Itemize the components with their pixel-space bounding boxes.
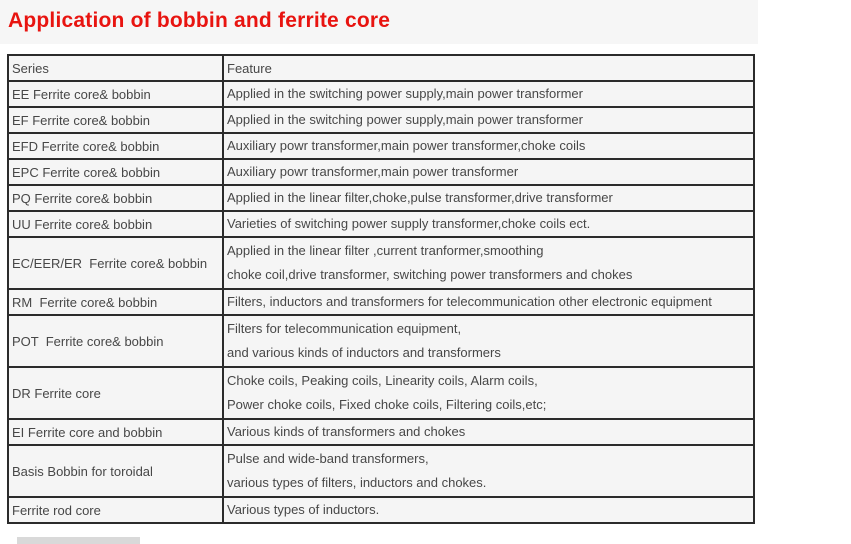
feature-line: and various kinds of inductors and trans… (227, 345, 501, 360)
feature-cell: Auxiliary powr transformer,main power tr… (222, 158, 755, 186)
series-cell: EF Ferrite core& bobbin (7, 106, 224, 134)
feature-line: Filters for telecommunication equipment, (227, 321, 462, 336)
series-cell: UU Ferrite core& bobbin (7, 210, 224, 238)
bottom-partial-element (17, 537, 140, 544)
feature-line: Choke coils, Peaking coils, Linearity co… (227, 373, 538, 388)
series-cell: DR Ferrite core (7, 366, 224, 420)
feature-cell: Varieties of switching power supply tran… (222, 210, 755, 238)
feature-line: choke coil,drive transformer, switching … (227, 267, 633, 282)
series-cell: EI Ferrite core and bobbin (7, 418, 224, 446)
feature-line: Pulse and wide-band transformers, (227, 451, 429, 466)
feature-line: Applied in the switching power supply,ma… (227, 86, 583, 101)
series-cell: EC/EER/ER Ferrite core& bobbin (7, 236, 224, 290)
series-cell: RM Ferrite core& bobbin (7, 288, 224, 316)
feature-cell: Various kinds of transformers and chokes (222, 418, 755, 446)
table-row: EC/EER/ER Ferrite core& bobbin Applied in… (7, 236, 755, 290)
feature-cell: Applied in the switching power supply,ma… (222, 106, 755, 134)
table-row: EI Ferrite core and bobbin Various kinds … (7, 418, 755, 446)
feature-cell: Various types of inductors. (222, 496, 755, 524)
table-row: Basis Bobbin for toroidal Pulse and wide-… (7, 444, 755, 498)
series-cell: PQ Ferrite core& bobbin (7, 184, 224, 212)
feature-cell: Choke coils, Peaking coils, Linearity co… (222, 366, 755, 420)
feature-line: Various kinds of transformers and chokes (227, 424, 466, 439)
table-row: EF Ferrite core& bobbin Applied in the sw… (7, 106, 755, 134)
page-title: Application of bobbin and ferrite core (8, 9, 391, 32)
table-row: RM Ferrite core& bobbin Filters, inductor… (7, 288, 755, 316)
series-cell: EFD Ferrite core& bobbin (7, 132, 224, 160)
feature-cell: Filters for telecommunication equipment,… (222, 314, 755, 368)
feature-line: various types of filters, inductors and … (227, 475, 487, 490)
table-header-row: Series Feature (7, 54, 755, 82)
series-cell: Basis Bobbin for toroidal (7, 444, 224, 498)
feature-line: Applied in the switching power supply,ma… (227, 112, 583, 127)
table-row: UU Ferrite core& bobbin Varieties of swit… (7, 210, 755, 238)
table-row: PQ Ferrite core& bobbin Applied in the li… (7, 184, 755, 212)
series-cell: EPC Ferrite core& bobbin (7, 158, 224, 186)
table-row: EFD Ferrite core& bobbin Auxiliary powr t… (7, 132, 755, 160)
col-header-feature: Feature (222, 54, 755, 82)
series-cell: EE Ferrite core& bobbin (7, 80, 224, 108)
table-row: EE Ferrite core& bobbin Applied in the sw… (7, 80, 755, 108)
feature-line: Applied in the linear filter,choke,pulse… (227, 190, 613, 205)
feature-cell: Applied in the linear filter,choke,pulse… (222, 184, 755, 212)
table-row: EPC Ferrite core& bobbin Auxiliary powr t… (7, 158, 755, 186)
table-row: Ferrite rod core Various types of inducto… (7, 496, 755, 524)
table-row: POT Ferrite core& bobbin Filters for tele… (7, 314, 755, 368)
series-cell: Ferrite rod core (7, 496, 224, 524)
series-cell: POT Ferrite core& bobbin (7, 314, 224, 368)
feature-line: Filters, inductors and transformers for … (227, 294, 712, 309)
feature-line: Varieties of switching power supply tran… (227, 216, 591, 231)
feature-cell: Applied in the switching power supply,ma… (222, 80, 755, 108)
feature-line: Auxiliary powr transformer,main power tr… (227, 164, 519, 179)
feature-cell: Auxiliary powr transformer,main power tr… (222, 132, 755, 160)
col-header-series: Series (7, 54, 224, 82)
feature-line: Power choke coils, Fixed choke coils, Fi… (227, 397, 547, 412)
table-row: DR Ferrite core Choke coils, Peaking coil… (7, 366, 755, 420)
feature-cell: Filters, inductors and transformers for … (222, 288, 755, 316)
feature-cell: Applied in the linear filter ,current tr… (222, 236, 755, 290)
title-band: Application of bobbin and ferrite core (0, 0, 758, 44)
feature-line: Various types of inductors. (227, 502, 380, 517)
application-table: Series Feature EE Ferrite core& bobbin Ap… (7, 54, 755, 524)
feature-cell: Pulse and wide-band transformers, various… (222, 444, 755, 498)
feature-line: Auxiliary powr transformer,main power tr… (227, 138, 586, 153)
feature-line: Applied in the linear filter ,current tr… (227, 243, 544, 258)
